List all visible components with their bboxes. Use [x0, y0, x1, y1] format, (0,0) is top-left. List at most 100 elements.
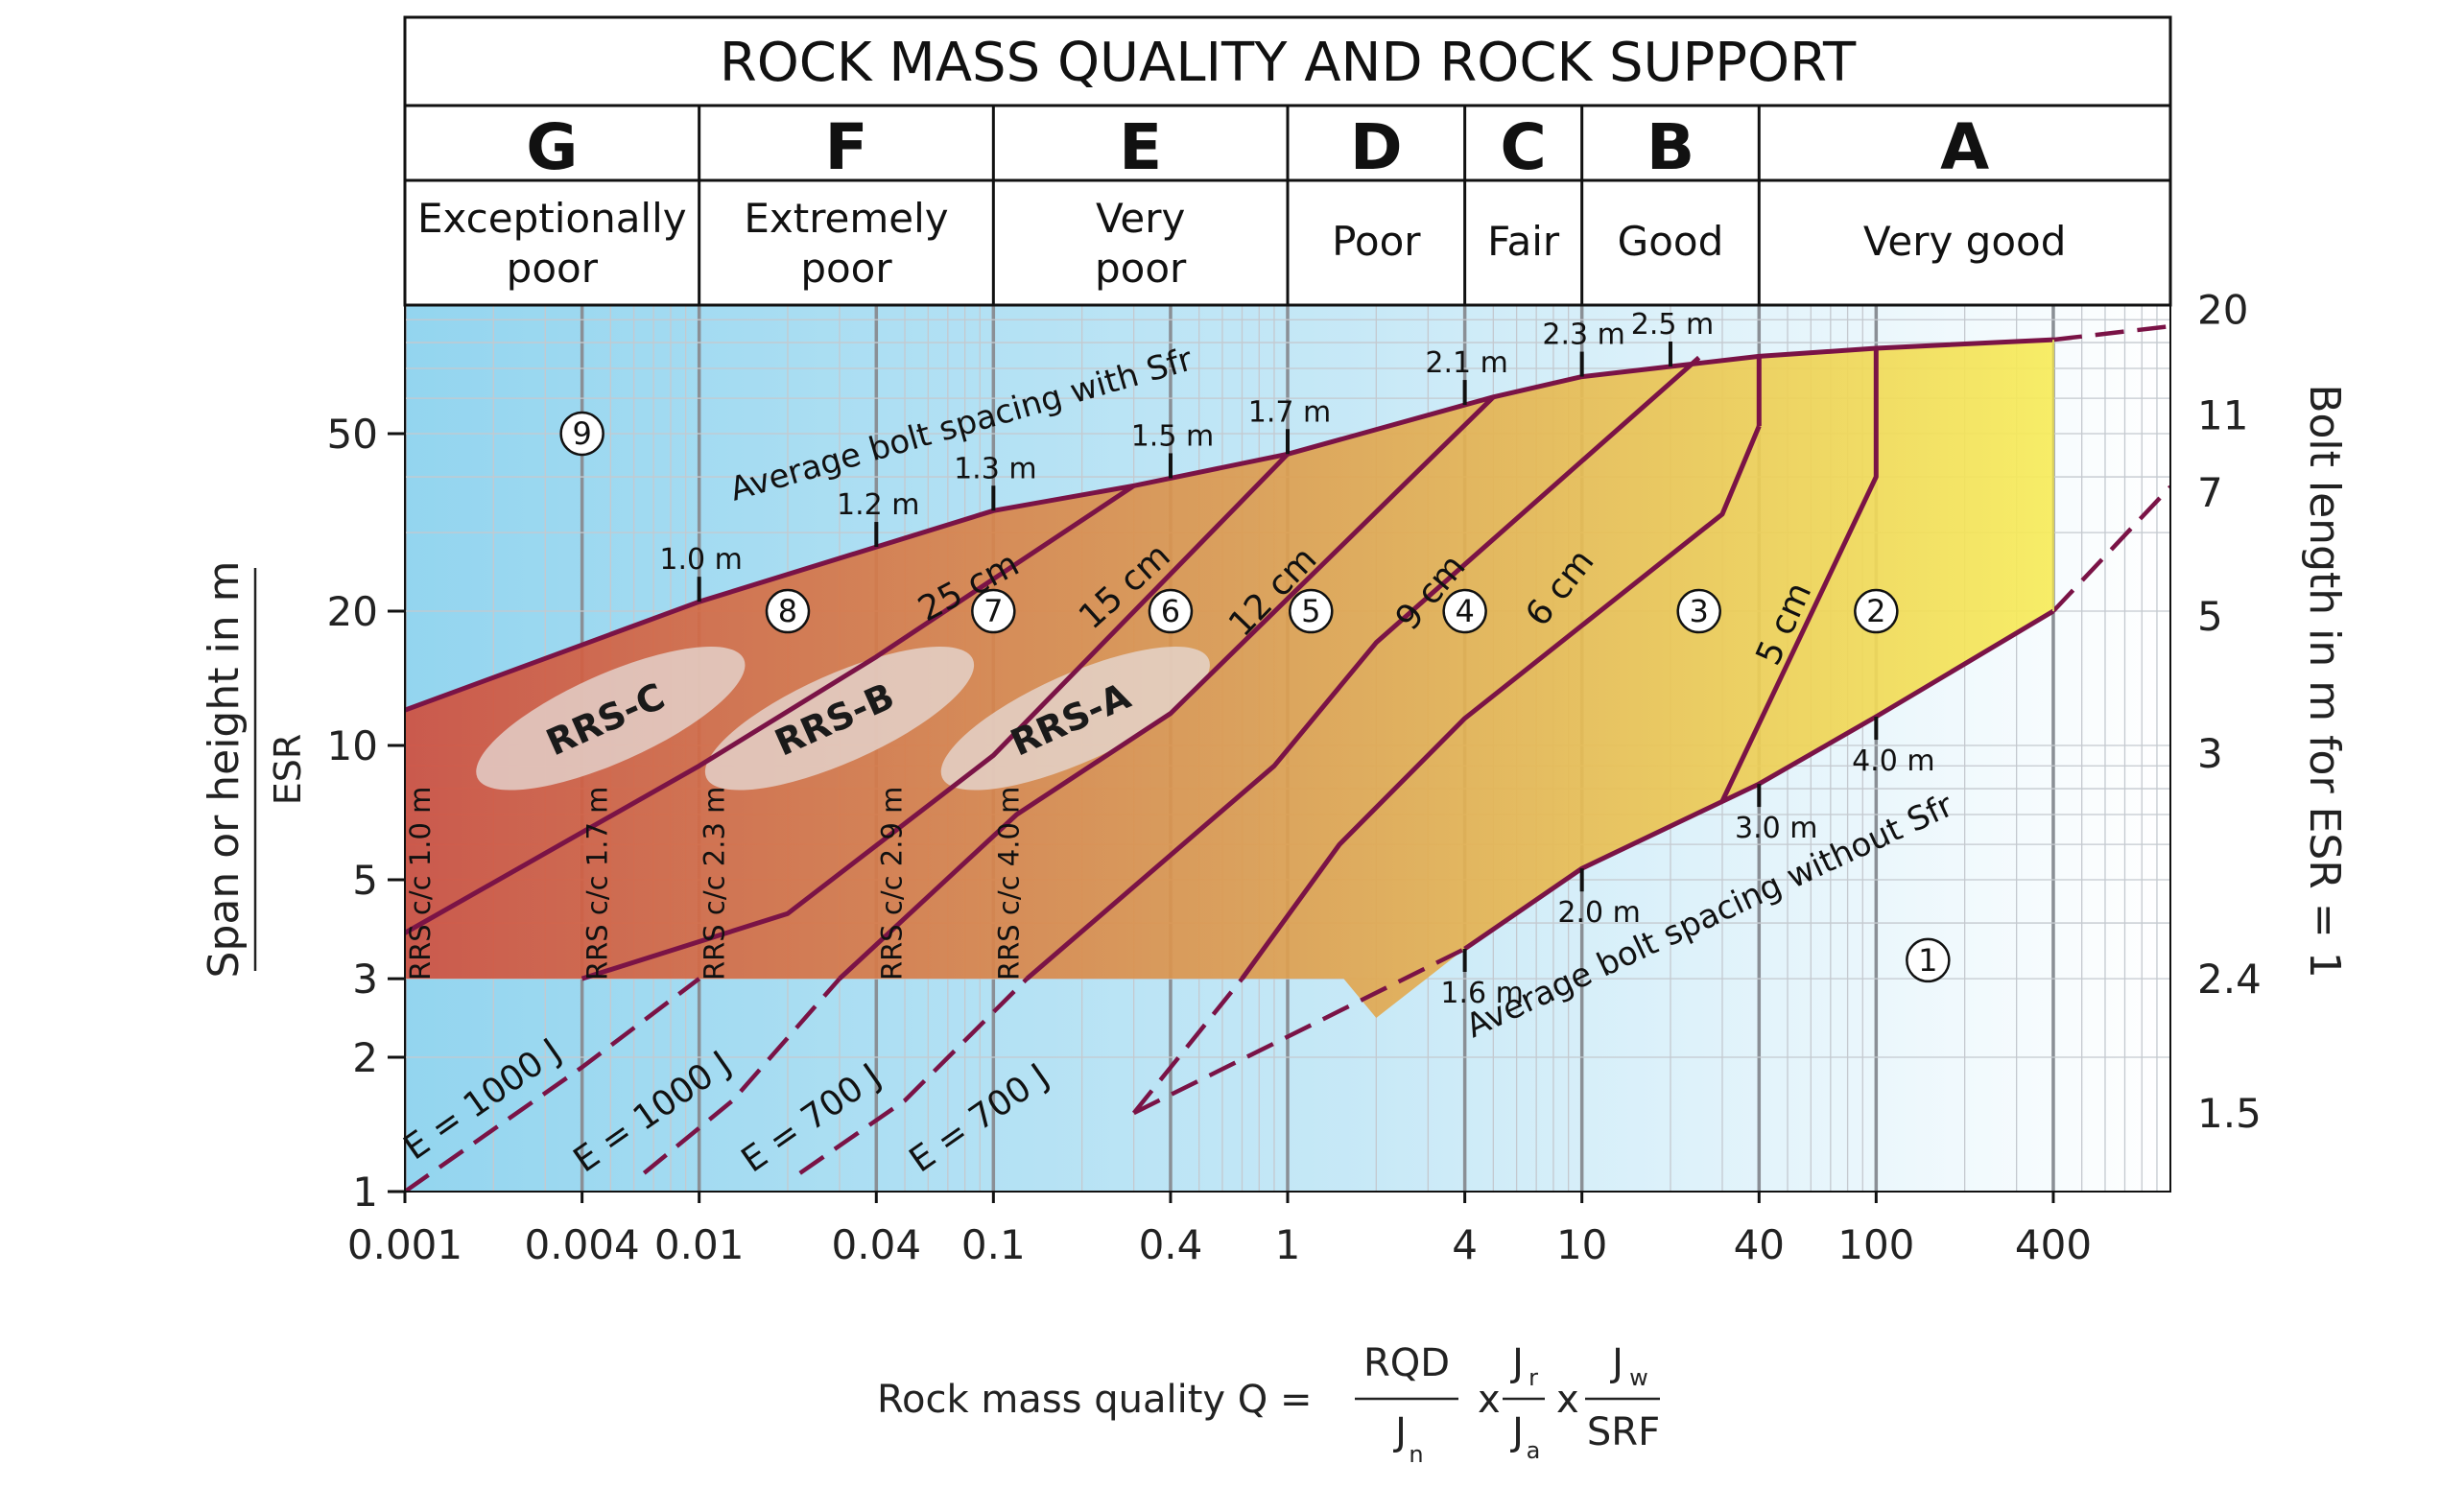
x-tick-label: 0.4 [1139, 1221, 1203, 1268]
x-tick-label: 40 [1734, 1221, 1785, 1268]
y-tick-label: 2 [352, 1034, 378, 1081]
right-tick-label: 3 [2197, 730, 2223, 777]
formula-jn: J [1392, 1410, 1407, 1454]
bolt-spacing-label: 1.5 m [1131, 419, 1214, 453]
x-tick-label: 0.01 [654, 1221, 745, 1268]
right-tick-label: 2.4 [2197, 956, 2262, 1003]
right-tick-label: 7 [2197, 469, 2223, 516]
right-tick-label: 11 [2197, 392, 2248, 439]
support-region-fill [405, 340, 2053, 1019]
formula-jw: J [1609, 1341, 1623, 1385]
support-category-circle [559, 411, 604, 457]
rrs-spacing-label: RRS c/c 1.7 m [581, 787, 614, 980]
energy-absorption-line [405, 977, 701, 1192]
chart-title: ROCK MASS QUALITY AND ROCK SUPPORT [720, 32, 1857, 94]
rrs-spacing-label: RRS c/c 4.0 m [992, 787, 1025, 980]
support-category-circle [971, 588, 1016, 634]
y-tick-label: 3 [352, 956, 378, 1003]
formula-jr: J [1509, 1341, 1524, 1385]
y-axis-label: Span or height in m [200, 561, 249, 979]
class-label: Poor [1332, 218, 1421, 265]
class-label: poor [507, 245, 599, 292]
support-category-number: 8 [778, 593, 797, 629]
support-category-number: 7 [983, 593, 1003, 629]
x-tick-label: 100 [1837, 1221, 1914, 1268]
support-category-number: 3 [1690, 593, 1709, 629]
class-label: poor [1095, 245, 1187, 292]
support-category-circle [1148, 588, 1194, 634]
class-letter: F [824, 110, 867, 184]
class-letter: G [526, 110, 578, 184]
bolt-spacing-without-sfr-extension [2051, 484, 2170, 613]
x-tick-label: 0.001 [347, 1221, 462, 1268]
class-letter: C [1500, 110, 1546, 184]
support-category-circle [765, 588, 811, 634]
formula-jw-sub: w [1629, 1364, 1648, 1391]
shotcrete-thickness-line [580, 452, 1290, 981]
x-axis-label: Rock mass quality Q = [877, 1378, 1312, 1422]
formula-jn-sub: n [1409, 1441, 1423, 1468]
x-tick-label: 10 [1556, 1221, 1607, 1268]
bolt-spacing-label: 1.0 m [659, 543, 742, 577]
shotcrete-thickness-line [1025, 355, 1701, 980]
shotcrete-thickness-line [1240, 425, 1762, 980]
bolt-spacing-label: 3.0 m [1735, 812, 1817, 845]
x-tick-label: 4 [1452, 1221, 1478, 1268]
y-tick-label: 1 [352, 1169, 378, 1216]
bolt-spacing-without-sfr-extension [1132, 946, 1466, 1116]
support-category-number: 4 [1455, 593, 1474, 629]
right-tick-label: 1.5 [2197, 1090, 2262, 1137]
class-label: Very [1096, 195, 1185, 242]
support-category-circle [1676, 588, 1721, 634]
class-label: Extremely [744, 195, 948, 242]
right-tick-label: 5 [2197, 593, 2223, 640]
class-label: Fair [1487, 218, 1560, 265]
x-tick-label: 0.004 [525, 1221, 640, 1268]
shotcrete-thickness-line [405, 484, 1136, 935]
energy-absorption-line [1131, 977, 1244, 1115]
formula-times: x [1556, 1378, 1579, 1422]
class-label: Good [1618, 218, 1724, 265]
right-axis-label: Bolt length in m for ESR = 1 [2300, 384, 2349, 978]
rrs-band [704, 647, 975, 791]
class-letter: E [1119, 110, 1162, 184]
support-category-number: 5 [1301, 593, 1320, 629]
x-tick-label: 1 [1275, 1221, 1301, 1268]
formula-ja: J [1509, 1410, 1524, 1454]
support-category-circle [1442, 588, 1487, 634]
x-tick-label: 0.1 [961, 1221, 1026, 1268]
y-tick-label: 50 [327, 411, 378, 458]
bolt-spacing-label: 2.0 m [1557, 896, 1640, 930]
support-category-number: 6 [1161, 593, 1180, 629]
bolt-spacing-label: 2.5 m [1631, 308, 1714, 342]
class-label: Very good [1863, 218, 2067, 265]
rrs-spacing-label: RRS c/c 2.3 m [699, 787, 731, 980]
support-category-circle [1289, 588, 1334, 634]
y-axis-label-denominator: ESR [267, 734, 309, 806]
class-letter: B [1647, 110, 1694, 184]
rrs-spacing-label: RRS c/c 2.9 m [875, 787, 908, 980]
shotcrete-thickness-line [838, 395, 1496, 980]
rrs-spacing-label: RRS c/c 1.0 m [404, 787, 437, 980]
bolt-spacing-label: 4.0 m [1852, 744, 1934, 778]
formula-ja-sub: a [1527, 1437, 1541, 1464]
class-letter: D [1350, 110, 1403, 184]
y-tick-label: 20 [327, 588, 378, 635]
class-label: Exceptionally [417, 195, 687, 242]
support-category-circle [1906, 937, 1951, 983]
rrs-band [476, 647, 746, 791]
right-tick-label: 20 [2197, 286, 2248, 333]
bolt-spacing-with-sfr-extension [2052, 323, 2170, 343]
bolt-spacing-label: 1.7 m [1248, 395, 1331, 429]
bolt-spacing-label: 2.1 m [1425, 346, 1507, 380]
support-category-number: 1 [1918, 942, 1937, 979]
bolt-spacing-label: 2.3 m [1542, 319, 1624, 352]
y-tick-label: 5 [352, 857, 378, 904]
energy-absorption-line [642, 977, 841, 1175]
support-category-number: 2 [1866, 593, 1885, 629]
formula-times: x [1478, 1378, 1501, 1422]
formula-rqd: RQD [1363, 1341, 1450, 1385]
support-category-circle [1854, 588, 1899, 634]
energy-absorption-line [798, 977, 1029, 1175]
